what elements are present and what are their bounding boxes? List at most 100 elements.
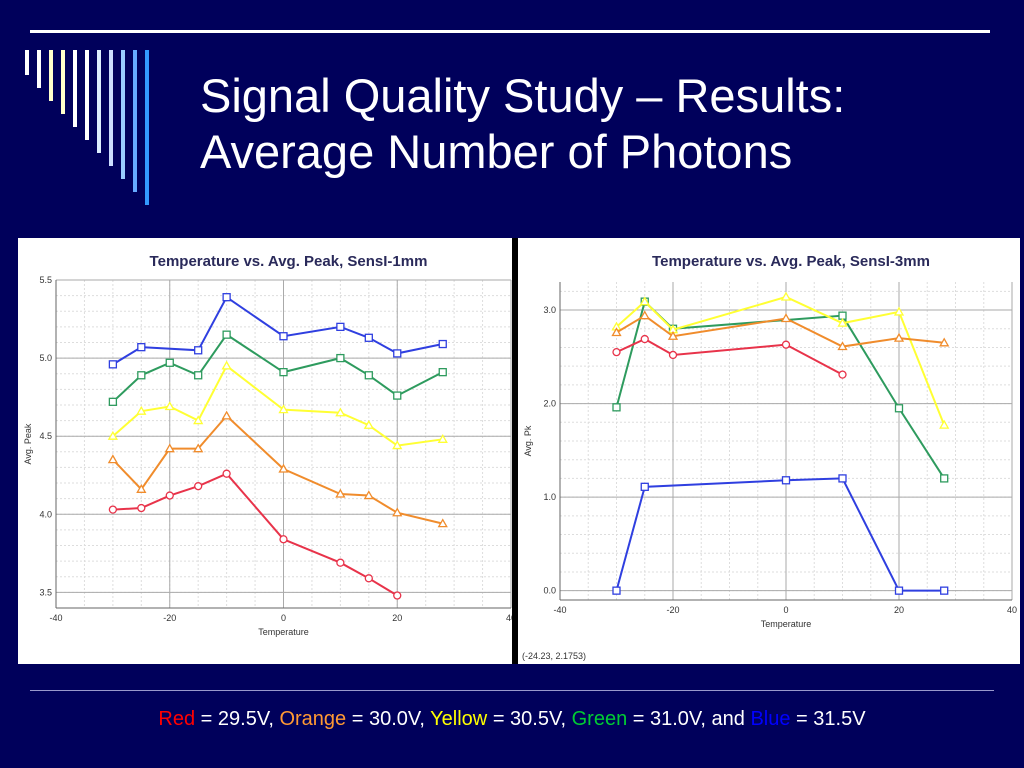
chart-1mm: Temperature vs. Avg. Peak, SensI-1mm -40 -… [23,253,512,637]
data-point-yellow [107,430,118,440]
data-point-blue [640,482,649,491]
data-point-blue [194,346,203,355]
chart-title: Temperature vs. Avg. Peak, SensI-1mm [150,253,428,270]
data-point-yellow [164,401,175,411]
chart-divider [512,238,518,664]
title-line-2: Average Number of Photons [200,125,793,178]
y-tick-label: 4.0 [39,509,52,519]
y-tick-label: 3.0 [543,305,556,315]
data-point-orange [392,507,403,517]
data-point-orange [136,483,147,493]
data-point-blue [137,343,146,352]
data-point-orange [363,490,374,500]
data-point-blue [108,360,118,369]
stripe [25,50,29,75]
data-point-green [336,353,345,363]
y-tick-label: 4.5 [39,431,52,441]
data-point-orange [335,488,346,498]
data-point-red [393,591,402,600]
data-point-green [222,330,231,339]
stripe [97,50,101,153]
slide-title: Signal Quality Study – Results: Average … [200,68,1010,180]
data-point-red [137,503,146,513]
title-line-1: Signal Quality Study – Results: [200,69,846,122]
data-point-yellow [639,296,650,306]
x-tick-label: -20 [163,613,176,623]
coordinate-readout: (-24.23, 2.1753) [522,651,586,661]
data-point-yellow [335,407,346,417]
y-tick-label: 5.0 [39,353,52,363]
data-point-green [940,474,949,483]
data-point-red [108,505,118,514]
data-point-yellow [437,434,448,443]
stripe [37,50,41,88]
data-point-red [279,535,288,544]
data-point-blue [781,476,791,485]
data-point-red [364,574,373,583]
data-point-red [336,558,345,567]
data-point-orange [639,310,650,320]
series-line-orange [112,414,443,525]
data-point-yellow [837,317,848,327]
y-tick-label: 3.5 [39,587,52,597]
data-point-blue [393,349,402,358]
stripe [73,50,77,127]
stripe [49,50,53,101]
data-point-yellow [136,405,147,415]
chart-panel-1mm: Temperature vs. Avg. Peak, SensI-1mm -40 -… [18,238,512,664]
legend-red-label: Red [158,708,196,730]
x-tick-label: -40 [49,613,62,623]
data-point-green [364,371,373,380]
legend-orange-label: Orange [279,708,347,730]
legend-blue-value: = 31.5V [790,708,866,730]
data-point-orange [193,443,204,453]
data-point-red [781,340,791,349]
data-point-orange [667,330,679,340]
data-point-blue [894,586,904,595]
data-point-red [222,469,231,478]
stripe [145,50,149,205]
data-point-blue [940,586,949,595]
data-point-red [612,347,621,357]
x-tick-label: -20 [666,605,679,615]
data-point-orange [278,463,289,473]
data-point-yellow [893,306,905,316]
data-point-blue [364,333,373,342]
chart-panel-3mm: Temperature vs. Avg. Peak, SensI-3mm -40 -… [518,238,1020,664]
y-axis-label: Avg. Pk [523,425,533,456]
chart-title: Temperature vs. Avg. Peak, SensI-3mm [652,253,930,270]
data-point-yellow [193,415,204,425]
data-point-green [165,358,174,367]
x-tick-label: 20 [392,613,402,623]
data-point-red [838,370,847,379]
data-point-red [194,482,203,491]
series-line-red [616,337,843,376]
stripe [109,50,113,166]
series-line-green [112,333,444,403]
data-point-yellow [221,360,232,370]
data-point-green [279,368,288,377]
data-point-orange [611,327,622,337]
data-point-blue [336,322,345,332]
legend-yellow-label: Yellow [430,708,488,730]
x-tick-label: 0 [281,613,286,623]
x-tick-label: 40 [1007,605,1017,615]
data-point-blue [222,293,231,302]
decorative-stripes [25,50,149,205]
data-point-green [612,403,621,412]
data-point-orange [221,410,232,420]
data-point-green [393,391,402,400]
data-point-orange [164,443,175,453]
data-point-orange [893,332,905,342]
x-axis-label: Temperature [761,619,812,629]
chart-3mm: Temperature vs. Avg. Peak, SensI-3mm -40 -… [522,253,1017,661]
data-point-green [194,371,203,380]
data-point-orange [939,337,950,347]
stripe [85,50,89,140]
data-point-orange [437,518,448,528]
y-tick-label: 1.0 [543,492,556,502]
x-tick-label: -40 [553,605,566,615]
y-tick-label: 5.5 [39,275,52,285]
series-line-blue [615,477,945,592]
data-point-green [438,368,447,377]
